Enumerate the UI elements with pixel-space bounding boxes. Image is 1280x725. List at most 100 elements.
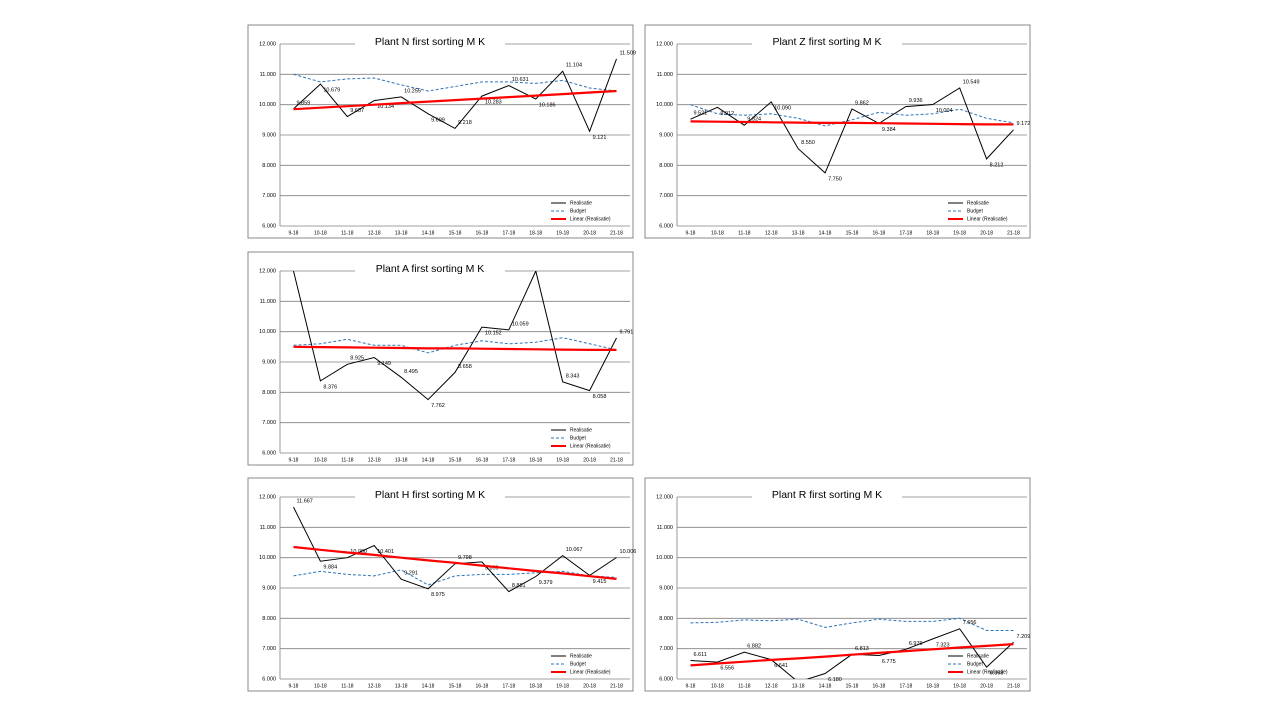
y-tick-label: 7.000	[262, 193, 276, 199]
data-label: 9.384	[882, 127, 896, 133]
series-line	[690, 617, 1014, 631]
data-label: 9.121	[593, 135, 607, 141]
legend-label: Realisatie	[967, 653, 989, 659]
y-tick-label: 11.000	[260, 525, 276, 531]
x-tick-label: 11-18	[738, 230, 751, 236]
legend-label: Linear (Realisatie)	[570, 216, 611, 222]
data-label: 7.209	[1017, 634, 1031, 640]
x-tick-label: 16-18	[476, 230, 489, 236]
y-tick-label: 7.000	[262, 420, 276, 426]
title-bg	[355, 261, 505, 277]
x-tick-label: 19-18	[953, 230, 966, 236]
data-label: 6.775	[882, 659, 896, 665]
series-line	[690, 643, 1014, 667]
x-tick-label: 17-18	[899, 230, 912, 236]
data-label: 7.656	[963, 620, 977, 626]
y-tick-label: 11.000	[657, 72, 673, 78]
chart: 6.000 7.000 8.000 9.000 10.000 11.000 12.000 9-…	[247, 477, 637, 692]
x-tick-label: 17-18	[502, 683, 515, 689]
y-tick-label: 11.000	[657, 525, 673, 531]
y-tick-label: 11.000	[260, 299, 276, 305]
data-label: 10.059	[512, 321, 529, 327]
y-tick-label: 8.000	[262, 616, 276, 622]
data-label: 10.067	[566, 547, 583, 553]
series-line	[293, 569, 617, 586]
data-label: 9.607	[350, 108, 364, 114]
x-tick-label: 12-18	[368, 683, 381, 689]
x-tick-label: 17-18	[502, 457, 515, 463]
data-label: 10.006	[620, 549, 637, 555]
series-line	[293, 58, 617, 133]
y-tick-label: 12.000	[656, 494, 673, 500]
data-label: 11.104	[566, 63, 582, 69]
data-label: 9.149	[377, 361, 391, 367]
chart: 6.000 7.000 8.000 9.000 10.000 11.000 12.000 9-…	[247, 251, 634, 466]
x-tick-label: 12-18	[368, 230, 381, 236]
data-label: 10.401	[377, 549, 394, 555]
x-tick-label: 13-18	[792, 230, 805, 236]
y-tick-label: 10.000	[656, 102, 673, 108]
x-tick-label: 13-18	[792, 683, 805, 689]
data-label: 9.791	[620, 329, 634, 335]
x-tick-label: 21-18	[1007, 683, 1020, 689]
data-label: 8.550	[801, 140, 815, 146]
title-bg	[355, 487, 505, 503]
x-tick-label: 14-18	[422, 683, 435, 689]
y-tick-label: 6.000	[659, 223, 673, 229]
x-tick-label: 12-18	[765, 230, 778, 236]
data-label: 10.186	[539, 102, 556, 108]
data-label: 8.881	[512, 583, 526, 589]
series-line	[690, 104, 1014, 127]
data-label: 6.180	[828, 677, 842, 683]
legend-label: Realisatie	[570, 427, 592, 433]
x-tick-label: 10-18	[314, 683, 327, 689]
data-label: 9.912	[720, 111, 734, 117]
y-tick-label: 12.000	[259, 494, 276, 500]
data-label: 10.283	[485, 100, 502, 106]
x-tick-label: 20-18	[583, 683, 596, 689]
y-tick-label: 12.000	[259, 41, 276, 47]
y-tick-label: 12.000	[656, 41, 673, 47]
chart: 6.000 7.000 8.000 9.000 10.000 11.000 12.000 9-…	[644, 24, 1031, 239]
chart-frame	[247, 251, 634, 466]
data-label: 10.549	[963, 79, 980, 85]
y-tick-label: 10.000	[259, 329, 276, 335]
series-line	[293, 73, 617, 92]
chart-title: Plant N first sorting M K	[375, 36, 485, 48]
x-tick-label: 18-18	[926, 230, 939, 236]
x-tick-label: 13-18	[395, 683, 408, 689]
data-label: 8.058	[593, 394, 607, 400]
legend-label: Realisatie	[967, 200, 989, 206]
y-tick-label: 8.000	[659, 163, 673, 169]
data-label: 10.631	[512, 77, 529, 83]
data-label: 8.975	[431, 592, 445, 598]
data-label: 9.859	[296, 100, 310, 106]
data-label: 10.679	[323, 88, 340, 94]
x-tick-label: 18-18	[529, 230, 542, 236]
legend-label: Linear (Realisatie)	[967, 216, 1008, 222]
x-tick-label: 9-18	[288, 457, 298, 463]
data-label: 9.798	[458, 555, 472, 561]
data-label: 10.255	[404, 88, 421, 94]
x-tick-label: 10-18	[711, 230, 724, 236]
data-label: 9.699	[431, 117, 445, 123]
x-tick-label: 20-18	[980, 230, 993, 236]
x-tick-label: 10-18	[314, 457, 327, 463]
chart-title: Plant R first sorting M K	[772, 489, 882, 501]
chart-title: Plant A first sorting M K	[376, 263, 485, 275]
x-tick-label: 15-18	[846, 683, 859, 689]
series-line	[293, 345, 617, 351]
legend-label: Linear (Realisatie)	[967, 669, 1008, 675]
data-label: 11.667	[296, 499, 312, 505]
data-label: 8.376	[323, 384, 337, 390]
y-tick-label: 9.000	[659, 132, 673, 138]
x-tick-label: 11-18	[738, 683, 751, 689]
x-tick-label: 16-18	[873, 230, 886, 236]
data-label: 7.762	[431, 403, 445, 409]
data-label: 9.862	[855, 100, 869, 106]
x-tick-label: 10-18	[314, 230, 327, 236]
data-label: 10.090	[774, 105, 791, 111]
legend-label: Budget	[570, 208, 586, 214]
data-label: 8.658	[458, 364, 472, 370]
